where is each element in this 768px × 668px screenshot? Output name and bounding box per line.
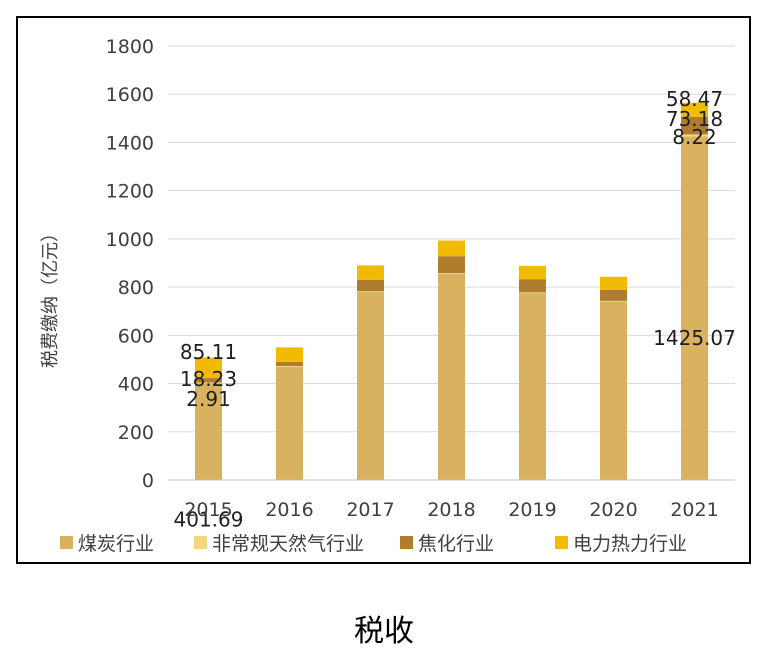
bar-2015: [195, 383, 222, 480]
bar-2019: [519, 292, 546, 294]
bar-2016: [276, 347, 303, 362]
x-tick-label: 2016: [265, 499, 313, 521]
chart-frame: [16, 16, 751, 564]
legend-label: 煤炭行业: [78, 533, 154, 555]
bar-2015: [195, 378, 222, 383]
bar-2021: [681, 134, 708, 137]
bar-2017: [357, 291, 384, 292]
x-tick-label: 2020: [589, 499, 637, 521]
y-tick-label: 600: [118, 325, 154, 347]
y-tick-label: 200: [118, 422, 154, 444]
y-tick-label: 1400: [106, 132, 154, 154]
bar-2015: [195, 382, 222, 384]
data-label-2015: 18.23: [180, 367, 237, 391]
caption: 税收: [354, 614, 414, 649]
x-tick-label: 2019: [508, 499, 556, 521]
data-label-2021: 8.22: [672, 125, 717, 149]
data-label-2015: 85.11: [180, 340, 237, 364]
bar-2020: [600, 300, 627, 302]
bar-2019: [519, 293, 546, 480]
legend-label: 非常规天然气行业: [212, 533, 364, 555]
legend-swatch: [555, 536, 568, 549]
bar-2017: [357, 279, 384, 292]
y-tick-label: 400: [118, 374, 154, 396]
data-label-2015: 401.69: [174, 508, 244, 532]
legend-label: 焦化行业: [418, 533, 494, 555]
legend-swatch: [194, 536, 207, 549]
legend-swatch: [400, 536, 413, 549]
y-axis-label: 税费缴纳（亿元）: [40, 224, 61, 368]
x-tick-label: 2015: [184, 499, 232, 521]
bar-2020: [600, 276, 627, 291]
x-tick-label: 2021: [670, 499, 718, 521]
bar-2017: [357, 291, 384, 480]
bar-2018: [438, 240, 465, 257]
bar-2020: [600, 301, 627, 480]
bar-2021: [681, 116, 708, 135]
bar-2019: [519, 265, 546, 280]
bar-2021: [681, 136, 708, 481]
data-label-2021: 1425.07: [653, 326, 736, 350]
bar-2019: [519, 279, 546, 293]
legend-label: 电力热力行业: [573, 533, 687, 555]
data-label-2015: 2.91: [186, 387, 231, 411]
bar-2018: [438, 256, 465, 274]
bar-2021: [681, 102, 708, 117]
bar-2015: [195, 357, 222, 379]
data-label-2021: 73.18: [666, 107, 723, 131]
y-tick-label: 800: [118, 277, 154, 299]
y-tick-label: 1800: [106, 36, 154, 58]
bar-2020: [600, 290, 627, 301]
y-tick-label: 1000: [106, 229, 154, 251]
bar-2018: [438, 273, 465, 274]
y-tick-label: 0: [142, 470, 154, 492]
x-tick-label: 2018: [427, 499, 475, 521]
data-label-2021: 58.47: [666, 87, 723, 111]
y-tick-label: 1600: [106, 84, 154, 106]
bar-2016: [276, 366, 303, 480]
x-tick-label: 2017: [346, 499, 394, 521]
y-tick-label: 1200: [106, 181, 154, 203]
bar-2017: [357, 265, 384, 280]
bar-2016: [276, 361, 303, 366]
bar-2016: [276, 365, 303, 367]
bar-2018: [438, 273, 465, 480]
legend-swatch: [60, 536, 73, 549]
